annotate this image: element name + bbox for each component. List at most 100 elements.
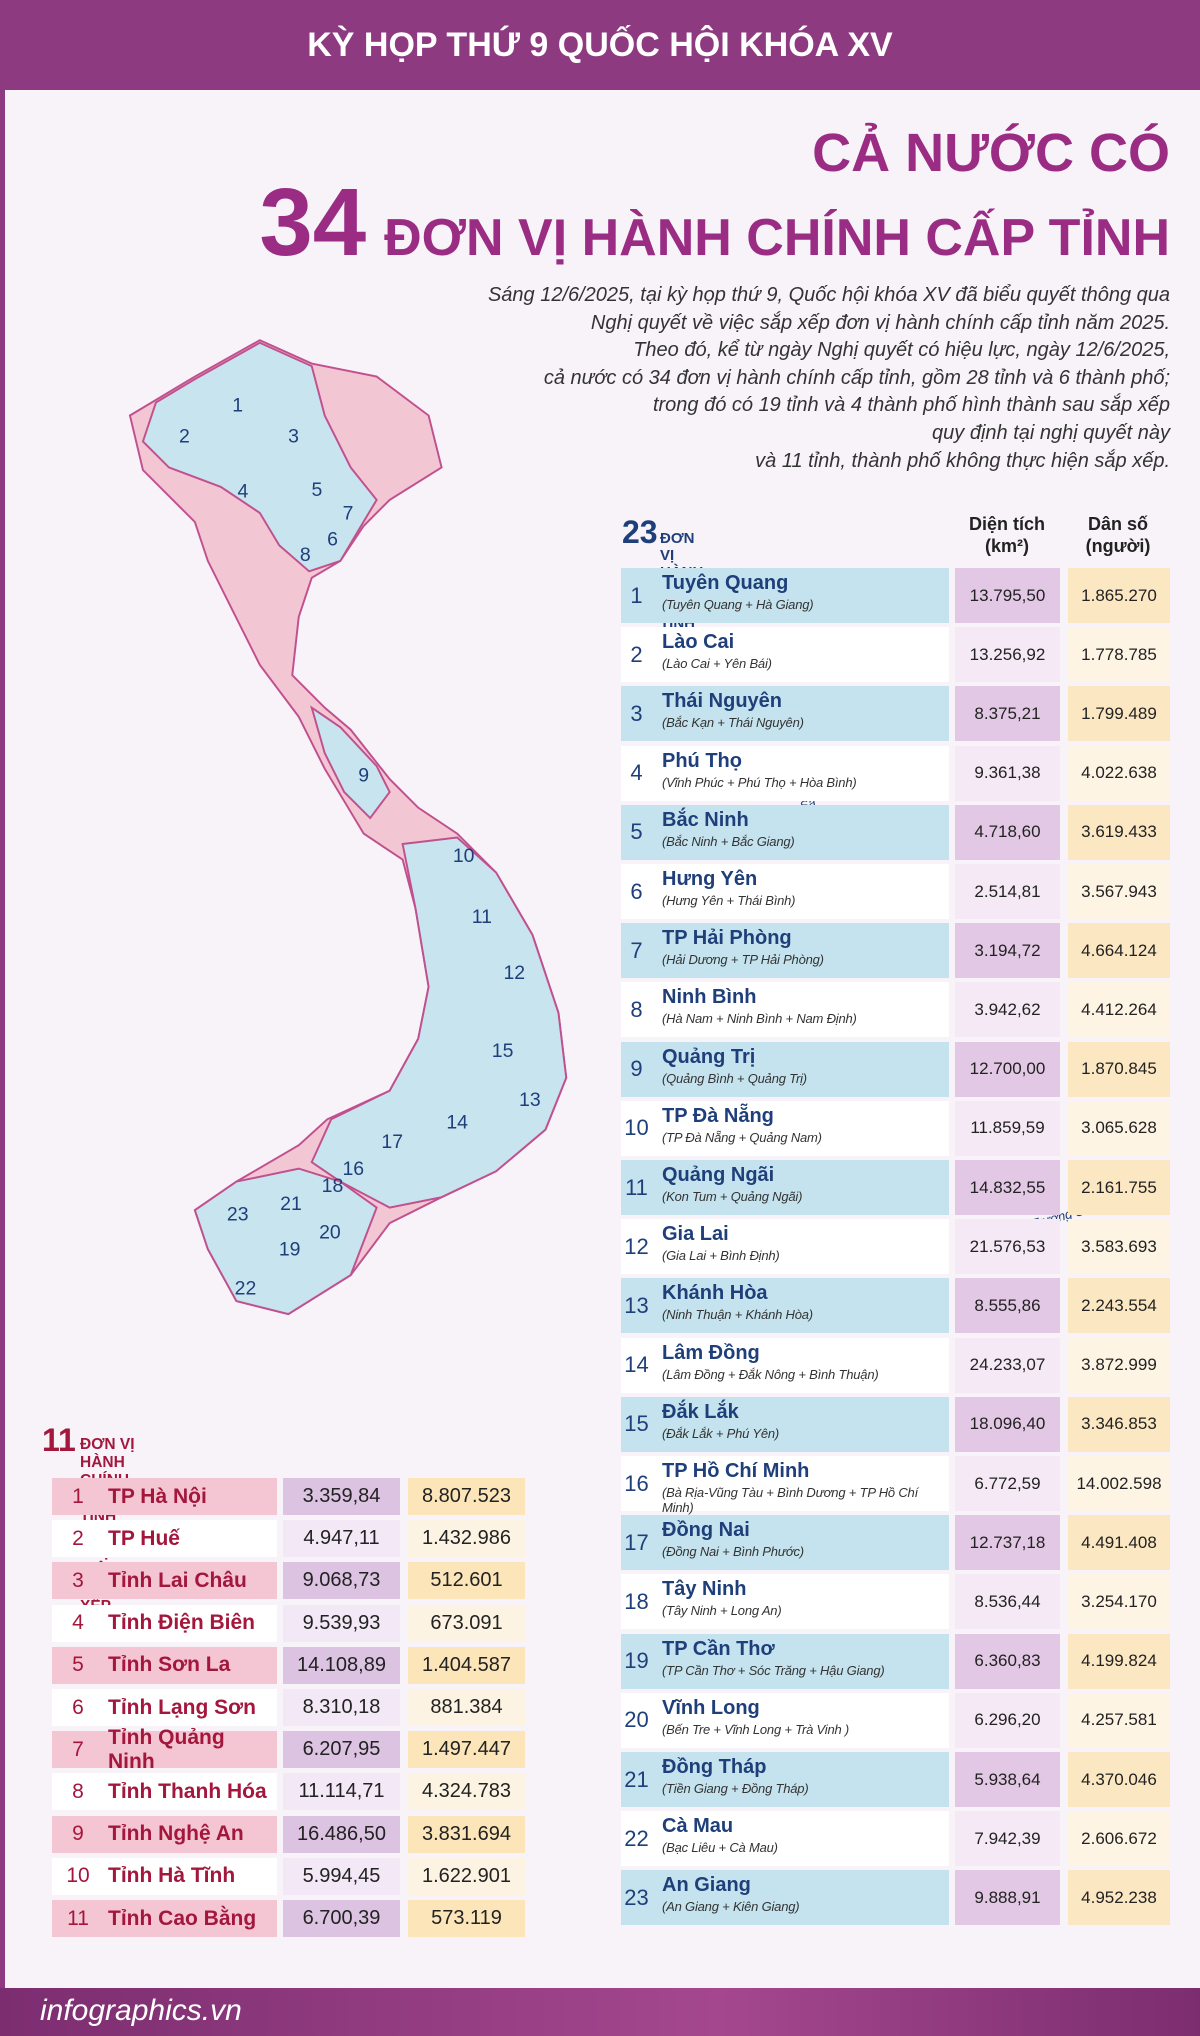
headline-number: 34 — [259, 169, 367, 276]
name-cell: Phú Thọ (Vĩnh Phúc + Phú Thọ + Hòa Bình) — [652, 745, 949, 801]
map-label: 8 — [300, 544, 311, 566]
area: 11.859,59 — [955, 1100, 1060, 1156]
province-name: Tỉnh Quảng Ninh — [104, 1726, 277, 1773]
map-label: 12 — [503, 962, 525, 984]
merged-from: (Gia Lai + Bình Định) — [662, 1248, 780, 1264]
row-number: 2 — [52, 1520, 104, 1558]
area: 2.514,81 — [955, 864, 1060, 919]
row-number: 3 — [621, 686, 652, 742]
area: 6.207,95 — [283, 1731, 400, 1769]
population: 3.619.433 — [1068, 804, 1170, 860]
map-shapes — [128, 339, 568, 1316]
name-cell: An Giang (An Giang + Kiên Giang) — [652, 1870, 949, 1926]
merged-from: (Tiền Giang + Đồng Tháp) — [662, 1781, 809, 1796]
population: 1.622.901 — [408, 1857, 525, 1895]
area: 3.942,62 — [955, 982, 1060, 1038]
row-number: 16 — [621, 1456, 652, 1511]
population: 4.324.783 — [408, 1773, 525, 1811]
province-name: Khánh Hòa — [662, 1282, 768, 1305]
population: 1.799.489 — [1068, 686, 1170, 742]
area: 8.536,44 — [955, 1574, 1060, 1630]
merged-from: (Tuyên Quang + Hà Giang) — [662, 597, 814, 612]
area: 9.539,93 — [283, 1604, 400, 1642]
area: 8.310,18 — [283, 1689, 400, 1726]
row-number: 15 — [621, 1396, 652, 1452]
area: 21.576,53 — [955, 1219, 1060, 1275]
area: 5.938,64 — [955, 1752, 1060, 1807]
merged-from: (Bắc Ninh + Bắc Giang) — [662, 833, 795, 849]
map-label: 10 — [453, 845, 475, 867]
intro-line: Theo đó, kể từ ngày Nghị quyết có hiệu l… — [633, 339, 1170, 362]
merged-from: (Hưng Yên + Thái Bình) — [662, 893, 796, 908]
area: 6.772,59 — [955, 1456, 1060, 1511]
area: 12.737,18 — [955, 1515, 1060, 1571]
map-label: 3 — [288, 426, 299, 448]
population: 1.404.587 — [408, 1646, 525, 1684]
headline-line2: ĐƠN VỊ HÀNH CHÍNH CẤP TỈNH — [384, 209, 1170, 267]
header-title: KỲ HỌP THỨ 9 QUỐC HỘI KHÓA XV — [307, 25, 893, 64]
footer — [0, 1988, 1200, 2036]
population: 573.119 — [408, 1900, 525, 1937]
area: 8.555,86 — [955, 1278, 1060, 1334]
area: 12.700,00 — [955, 1041, 1060, 1097]
region-south-central — [310, 836, 568, 1209]
province-name: Ninh Bình — [662, 986, 757, 1009]
population: 14.002.598 — [1068, 1456, 1170, 1511]
merged-from: (Lào Cai + Yên Bái) — [662, 656, 772, 672]
population: 1.432.986 — [408, 1520, 525, 1558]
row-number: 7 — [621, 923, 652, 979]
intro-line: và 11 tỉnh, thành phố không thực hiện sắ… — [755, 449, 1170, 472]
name-cell: Đắk Lắk (Đắk Lắk + Phú Yên) — [652, 1396, 949, 1452]
intro: Sáng 12/6/2025, tại kỳ họp thứ 9, Quốc h… — [488, 282, 1170, 475]
name-cell: Lâm Đồng (Lâm Đồng + Đắk Nông + Bình Thuậ… — [652, 1337, 949, 1393]
area: 9.361,38 — [955, 745, 1060, 801]
row-number: 9 — [621, 1041, 652, 1097]
map-label: 5 — [312, 479, 323, 501]
province-name: Đồng Tháp — [662, 1756, 767, 1778]
area: 24.233,07 — [955, 1337, 1060, 1393]
area: 4.718,60 — [955, 804, 1060, 860]
province-name: Tỉnh Nghệ An — [104, 1815, 277, 1853]
intro-line: cả nước có 34 đơn vị hành chính cấp tỉnh… — [543, 366, 1170, 389]
province-name: TP Cần Thơ — [662, 1637, 775, 1660]
province-name: Tỉnh Điện Biên — [104, 1604, 277, 1642]
merged-from: (Đắk Lắk + Phú Yên) — [662, 1425, 780, 1441]
row-number: 21 — [621, 1752, 652, 1807]
column-header: Dân số — [1087, 514, 1148, 534]
map-label: 7 — [343, 502, 354, 524]
population: 1.778.785 — [1068, 627, 1170, 683]
map-label: 18 — [322, 1175, 344, 1197]
footer-site: infographics.vn — [40, 1994, 242, 2027]
name-cell: Tây Ninh (Tây Ninh + Long An) — [652, 1574, 949, 1630]
name-cell: Bắc Ninh (Bắc Ninh + Bắc Giang) — [652, 804, 949, 860]
province-name: Tỉnh Lạng Sơn — [104, 1689, 277, 1726]
row-number: 2 — [621, 627, 652, 683]
merged-from: (Bạc Liêu + Cà Mau) — [662, 1840, 778, 1856]
row-number: 22 — [621, 1811, 652, 1867]
population: 4.664.124 — [1068, 923, 1170, 979]
name-cell: Khánh Hòa (Ninh Thuận + Khánh Hòa) — [652, 1278, 949, 1334]
row-number: 11 — [52, 1900, 104, 1937]
new-count: 23 — [622, 514, 658, 550]
province-name: TP Hà Nội — [104, 1478, 277, 1515]
map-label: 20 — [319, 1222, 341, 1244]
column-header: Diện tích — [968, 514, 1045, 534]
row-number: 4 — [52, 1604, 104, 1642]
merged-from: (An Giang + Kiên Giang) — [662, 1899, 800, 1915]
population: 4.952.238 — [1068, 1870, 1170, 1926]
row-number: 18 — [621, 1574, 652, 1630]
area: 16.486,50 — [283, 1815, 400, 1853]
map-label: 21 — [280, 1193, 302, 1215]
name-cell: TP Đà Nẵng (TP Đà Nẵng + Quảng Nam) — [652, 1100, 949, 1156]
row-number: 1 — [621, 568, 652, 623]
name-cell: Hưng Yên (Hưng Yên + Thái Bình) — [652, 864, 949, 919]
area: 13.256,92 — [955, 627, 1060, 683]
province-name: TP Hải Phòng — [662, 927, 792, 950]
population: 1.870.845 — [1068, 1041, 1170, 1097]
column-header: (người) — [1085, 536, 1151, 556]
row-number: 12 — [621, 1219, 652, 1275]
name-cell: Quảng Ngãi (Kon Tum + Quảng Ngãi) — [652, 1160, 949, 1215]
map-label: 6 — [327, 528, 338, 550]
population: 3.583.693 — [1068, 1219, 1170, 1275]
